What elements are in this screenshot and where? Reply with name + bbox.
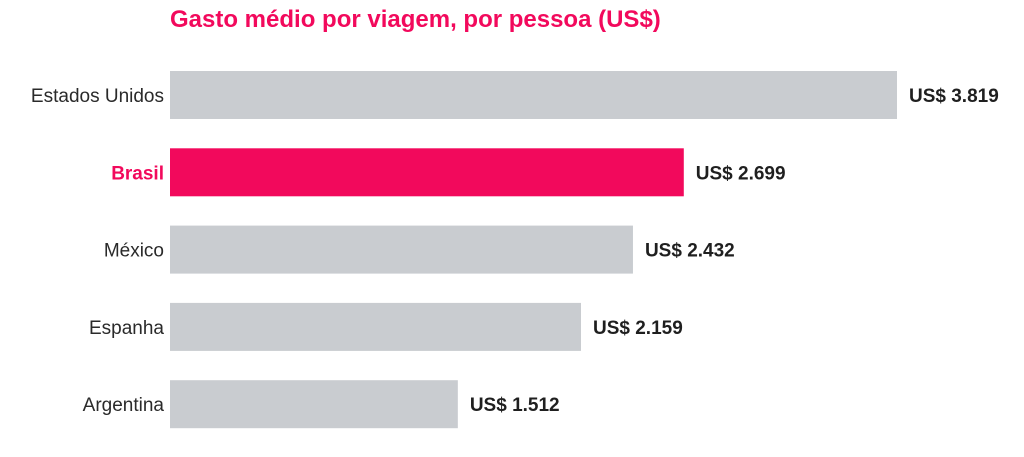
bar-0 [170,71,897,119]
value-label-0: US$ 3.819 [909,86,999,107]
value-labels-group: US$ 3.819 US$ 2.699 US$ 2.432 US$ 2.159 US$ … [470,86,999,416]
bars-group [170,71,897,429]
category-labels-group: Estados Unidos Brasil México Espanha Argenti… [31,86,165,416]
value-label-2: US$ 2.432 [645,241,735,262]
category-label-4: Argentina [83,395,165,416]
value-label-3: US$ 2.159 [593,318,683,339]
value-label-1: US$ 2.699 [696,163,786,184]
bar-3 [170,302,581,351]
category-label-0: Estados Unidos [31,86,164,107]
chart-title: Gasto médio por viagem, por pessoa (US$) [170,6,661,33]
category-label-3: Espanha [89,318,164,339]
bar-2 [170,225,633,274]
bar-4 [170,380,458,429]
value-label-4: US$ 1.512 [470,395,560,416]
category-label-1: Brasil [111,163,164,184]
bar-1 [170,148,684,197]
category-label-2: México [104,241,164,262]
